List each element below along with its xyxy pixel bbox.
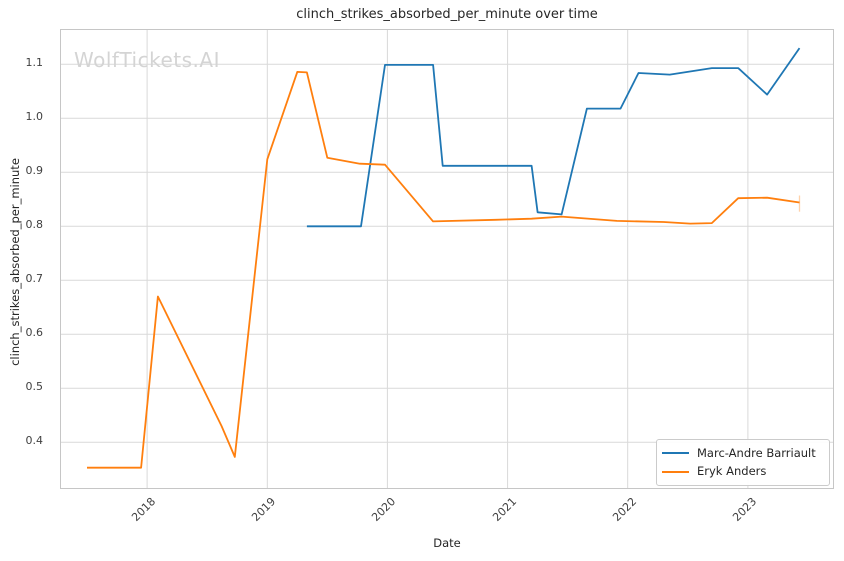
y-tick-label: 1.1 (25, 56, 44, 70)
series-line-eryk-anders (87, 71, 800, 469)
y-tick-label: 0.8 (25, 218, 44, 232)
y-tick-label: 0.4 (25, 434, 44, 448)
y-tick-label: 0.6 (25, 326, 44, 340)
legend-line-swatch (662, 452, 689, 455)
legend-item-eryk-anders: Eryk Anders (662, 465, 821, 480)
legend: Marc-Andre Barriault Eryk Anders (656, 439, 830, 486)
plot-area (60, 29, 834, 489)
chart-title: clinch_strikes_absorbed_per_minute over … (296, 7, 598, 22)
legend-line-swatch (662, 470, 689, 473)
x-tick-label: 2023 (730, 495, 760, 524)
y-tick-label: 0.5 (25, 380, 44, 394)
watermark-wolftickets-ai: WolfTickets.AI (74, 48, 220, 72)
y-tick-label: 0.7 (25, 272, 44, 286)
legend-label: Marc-Andre Barriault (697, 445, 816, 460)
x-tick-label: 2019 (249, 495, 279, 524)
x-tick-label: 2018 (129, 495, 159, 524)
y-tick-label: 1.0 (25, 110, 44, 124)
legend-item-marc-andre-barriault: Marc-Andre Barriault (662, 446, 821, 461)
x-tick-label: 2021 (489, 495, 519, 524)
series-line-marc-andre-barriault (306, 47, 801, 228)
x-axis-label: Date (433, 536, 461, 550)
x-tick-label: 2020 (369, 495, 399, 524)
y-tick-label: 0.9 (25, 164, 44, 178)
plot-border (60, 29, 834, 489)
legend-label: Eryk Anders (697, 464, 767, 478)
x-tick-label: 2022 (609, 495, 639, 524)
y-axis-label: clinch_strikes_absorbed_per_minute (8, 158, 22, 366)
